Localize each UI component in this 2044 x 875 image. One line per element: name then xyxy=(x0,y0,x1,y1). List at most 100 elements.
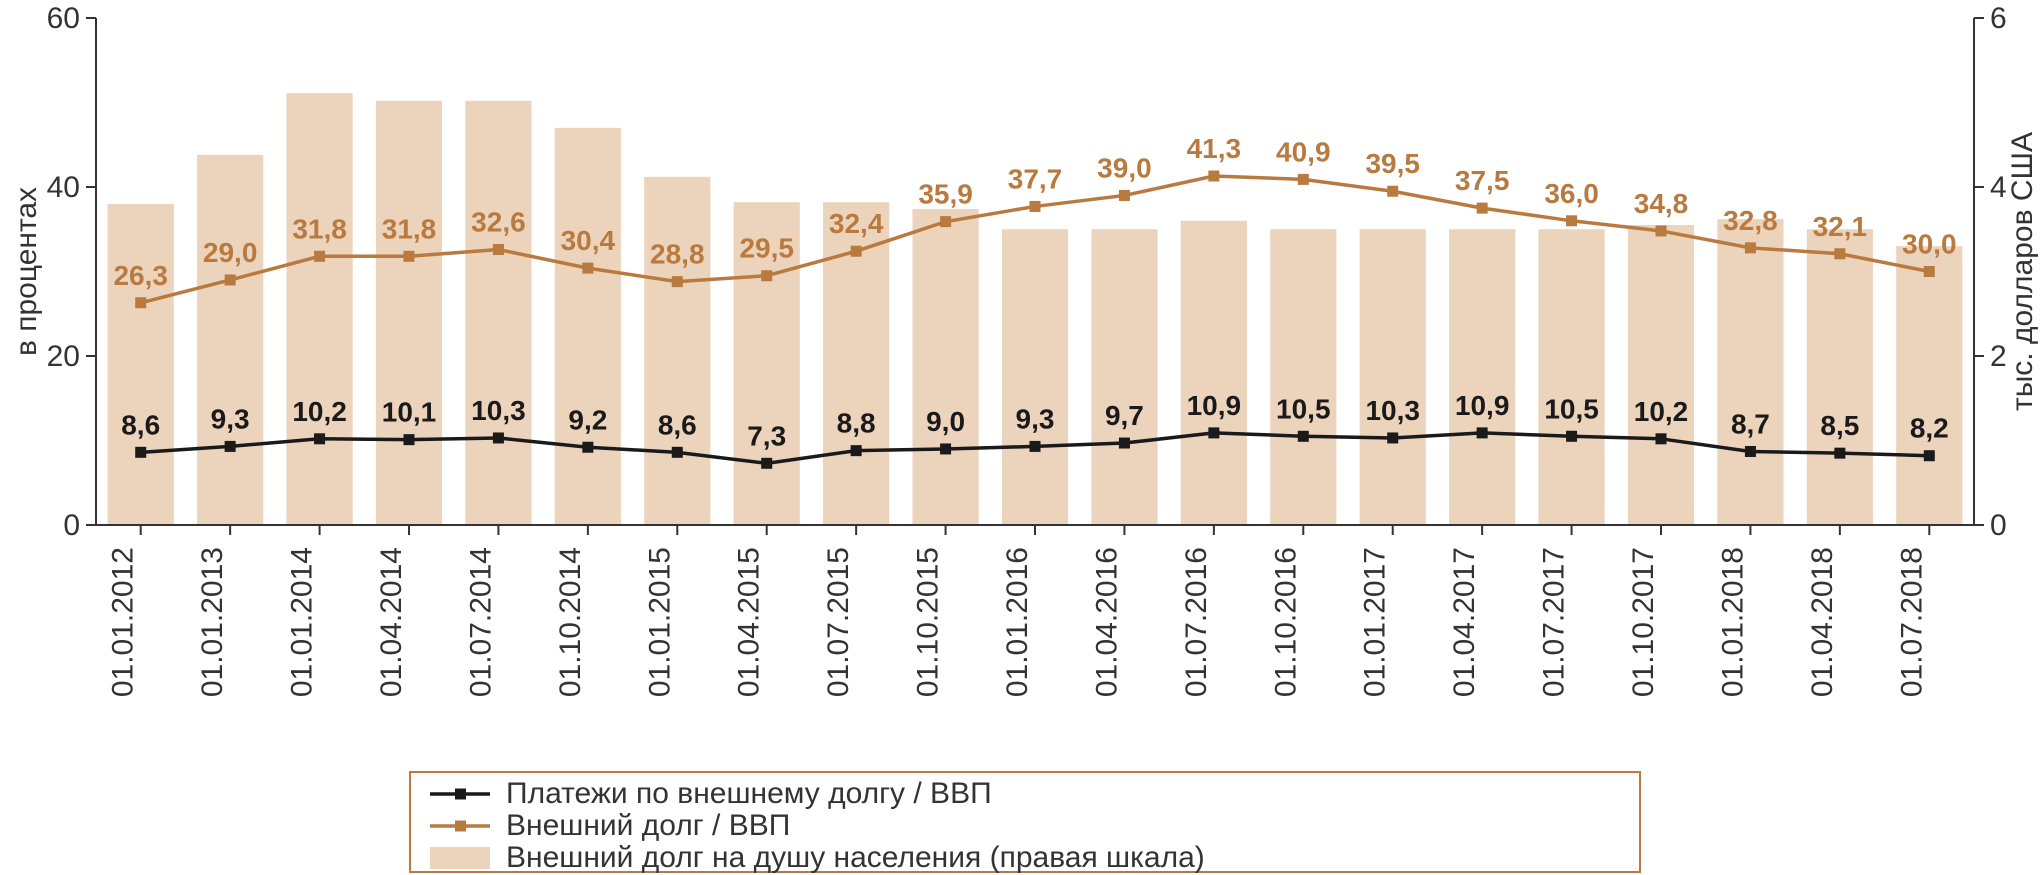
bar xyxy=(1091,229,1157,525)
bar xyxy=(376,101,442,525)
marker xyxy=(851,445,862,456)
value-label: 41,3 xyxy=(1187,133,1242,164)
marker xyxy=(1208,427,1219,438)
marker xyxy=(135,447,146,458)
marker xyxy=(672,276,683,287)
marker xyxy=(1030,201,1041,212)
marker xyxy=(582,263,593,274)
value-label: 30,4 xyxy=(561,225,616,256)
marker xyxy=(1298,174,1309,185)
marker xyxy=(1298,431,1309,442)
value-label: 32,1 xyxy=(1813,211,1868,242)
x-category: 01.10.2016 xyxy=(1269,547,1302,697)
bar xyxy=(1360,229,1426,525)
value-label: 8,5 xyxy=(1820,410,1859,441)
value-label: 39,5 xyxy=(1365,148,1420,179)
value-label: 29,5 xyxy=(739,233,794,264)
marker xyxy=(1745,446,1756,457)
x-category: 01.01.2014 xyxy=(286,547,319,697)
y-right-tick: 0 xyxy=(1990,509,2007,542)
marker xyxy=(1208,171,1219,182)
marker xyxy=(404,434,415,445)
value-label: 10,1 xyxy=(382,397,437,428)
bar xyxy=(286,93,352,525)
bar xyxy=(644,177,710,525)
x-category: 01.10.2017 xyxy=(1627,547,1660,697)
x-category: 01.07.2016 xyxy=(1180,547,1213,697)
marker xyxy=(940,443,951,454)
y-right-label: тыс. долларов США xyxy=(2006,132,2039,411)
marker xyxy=(1566,431,1577,442)
value-label: 10,9 xyxy=(1455,390,1510,421)
marker xyxy=(940,216,951,227)
bar xyxy=(1002,229,1068,525)
value-label: 10,2 xyxy=(292,396,347,427)
marker xyxy=(493,432,504,443)
marker xyxy=(314,433,325,444)
x-category: 01.01.2015 xyxy=(643,547,676,697)
marker xyxy=(493,244,504,255)
x-category: 01.07.2015 xyxy=(822,547,855,697)
marker xyxy=(1834,448,1845,459)
marker xyxy=(1477,427,1488,438)
y-left-label: в процентах xyxy=(10,187,43,356)
x-category: 01.01.2013 xyxy=(196,547,229,697)
y-left-tick: 60 xyxy=(47,2,80,35)
x-category: 01.07.2017 xyxy=(1538,547,1571,697)
bar xyxy=(197,155,263,525)
value-label: 9,7 xyxy=(1105,400,1144,431)
value-label: 31,8 xyxy=(382,213,437,244)
value-label: 8,8 xyxy=(837,408,876,439)
marker xyxy=(1030,441,1041,452)
value-label: 32,4 xyxy=(829,208,884,239)
x-category: 01.01.2017 xyxy=(1359,547,1392,697)
x-category: 01.01.2016 xyxy=(1001,547,1034,697)
x-category: 01.07.2014 xyxy=(464,547,497,697)
marker xyxy=(225,441,236,452)
y-right-tick: 2 xyxy=(1990,340,2007,373)
value-label: 8,7 xyxy=(1731,408,1770,439)
x-category: 01.07.2018 xyxy=(1895,547,1928,697)
marker xyxy=(1924,266,1935,277)
debt-chart: 02040600246в процентахтыс. долларов США0… xyxy=(0,0,2044,875)
marker xyxy=(1387,432,1398,443)
marker xyxy=(314,251,325,262)
value-label: 8,2 xyxy=(1910,413,1949,444)
y-right-tick: 4 xyxy=(1990,171,2007,204)
marker xyxy=(1656,433,1667,444)
bar xyxy=(465,101,531,525)
value-label: 7,3 xyxy=(747,420,786,451)
x-category: 01.01.2018 xyxy=(1716,547,1749,697)
value-label: 32,8 xyxy=(1723,205,1778,236)
value-label: 9,3 xyxy=(1016,403,1055,434)
value-label: 10,5 xyxy=(1544,393,1599,424)
marker xyxy=(761,270,772,281)
bar xyxy=(1717,219,1783,525)
marker xyxy=(761,458,772,469)
marker xyxy=(1387,186,1398,197)
x-category: 01.04.2017 xyxy=(1448,547,1481,697)
bar xyxy=(108,204,174,525)
y-left-tick: 20 xyxy=(47,340,80,373)
value-label: 9,0 xyxy=(926,406,965,437)
value-label: 8,6 xyxy=(121,409,160,440)
value-label: 40,9 xyxy=(1276,136,1331,167)
bar xyxy=(1449,229,1515,525)
bar xyxy=(1896,246,1962,525)
marker xyxy=(135,297,146,308)
bar xyxy=(1181,221,1247,525)
value-label: 10,3 xyxy=(1365,395,1420,426)
value-label: 32,6 xyxy=(471,207,526,238)
marker xyxy=(404,251,415,262)
marker xyxy=(1924,450,1935,461)
y-left-tick: 40 xyxy=(47,171,80,204)
marker xyxy=(1656,225,1667,236)
legend: Платежи по внешнему долгу / ВВПВнешний д… xyxy=(410,772,1640,874)
marker xyxy=(1119,438,1130,449)
value-label: 10,2 xyxy=(1634,396,1689,427)
value-label: 9,2 xyxy=(568,404,607,435)
value-label: 9,3 xyxy=(211,403,250,434)
value-label: 39,0 xyxy=(1097,152,1152,183)
x-category: 01.04.2016 xyxy=(1090,547,1123,697)
marker xyxy=(851,246,862,257)
